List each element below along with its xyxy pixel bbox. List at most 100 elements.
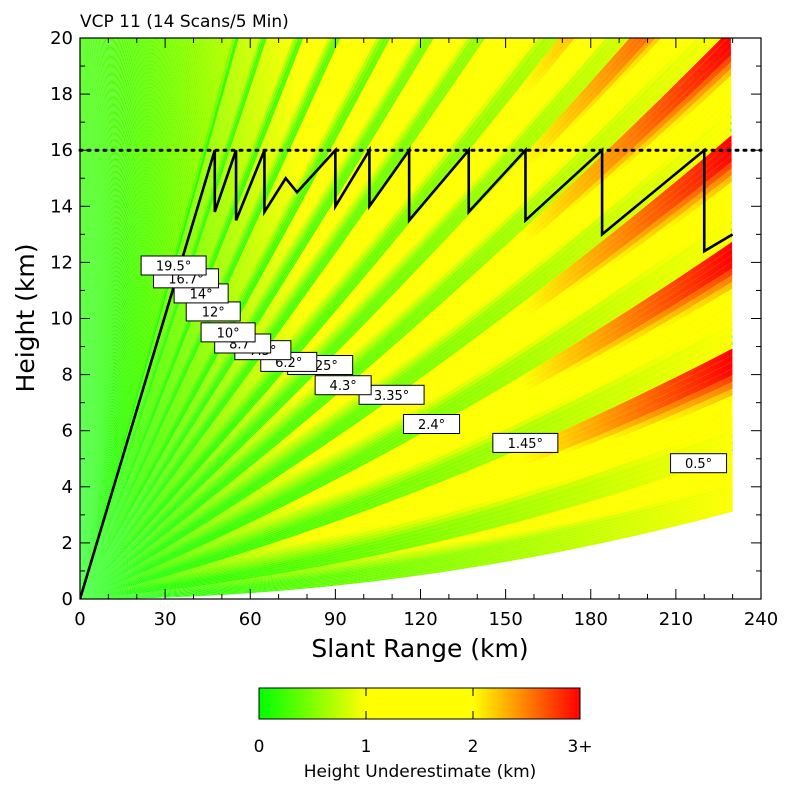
- underestimate-band: [80, 38, 104, 599]
- underestimate-band: [80, 38, 162, 599]
- underestimate-band: [80, 38, 486, 599]
- underestimate-band: [80, 38, 102, 599]
- underestimate-band: [80, 38, 135, 599]
- elevation-label-background: [140, 255, 207, 276]
- underestimate-band: [80, 38, 111, 599]
- underestimate-band: [80, 38, 136, 599]
- underestimate-band: [80, 38, 458, 599]
- underestimate-band: [80, 38, 159, 599]
- elevation-label-box: 10°: [200, 322, 256, 343]
- underestimate-band: [80, 38, 140, 599]
- elevation-labels: 0.5°1.45°2.4°3.35°4.3°5.25°6.2°7.5°8.7°1…: [140, 255, 728, 474]
- underestimate-band: [80, 38, 111, 599]
- underestimate-band: [80, 38, 411, 599]
- underestimate-band: [80, 38, 338, 599]
- underestimate-band: [80, 38, 384, 599]
- underestimate-band: [80, 38, 102, 599]
- elevation-label-box: 0.5°: [670, 453, 728, 474]
- underestimate-band: [80, 38, 403, 599]
- underestimate-band: [80, 38, 539, 599]
- underestimate-band: [80, 38, 524, 599]
- underestimate-band: [80, 38, 515, 599]
- underestimate-band: [80, 38, 139, 599]
- underestimate-band: [80, 38, 125, 599]
- underestimate-band: [80, 38, 109, 599]
- underestimate-band: [80, 38, 263, 599]
- underestimate-band: [80, 38, 108, 599]
- y-tick-label: 12: [50, 252, 73, 273]
- underestimate-band: [80, 38, 115, 599]
- underestimate-band: [80, 38, 187, 599]
- underestimate-band: [80, 38, 104, 599]
- underestimate-band: [80, 38, 181, 599]
- underestimate-band: [80, 38, 210, 599]
- underestimate-band: [80, 38, 462, 599]
- y-tick-label: 6: [62, 421, 73, 442]
- underestimate-band: [80, 38, 116, 599]
- underestimate-band: [80, 38, 143, 599]
- underestimate-band: [80, 38, 160, 599]
- x-tick-label: 210: [659, 609, 693, 630]
- underestimate-band: [80, 38, 195, 599]
- colorbar-tick-label: 0: [254, 737, 265, 757]
- y-tick-label: 4: [62, 477, 73, 498]
- elevation-label-background: [403, 414, 461, 435]
- colorbar-label: Height Underestimate (km): [304, 762, 537, 782]
- underestimate-band: [80, 38, 107, 599]
- underestimate-band: [80, 38, 575, 599]
- elevation-label: 1.45°: [508, 437, 543, 452]
- elevation-label: 12°: [202, 305, 225, 320]
- underestimate-band: [80, 38, 475, 599]
- underestimate-band: [80, 38, 344, 599]
- underestimate-band: [80, 38, 431, 599]
- underestimate-band: [80, 38, 170, 599]
- underestimate-band: [80, 38, 109, 599]
- underestimate-band: [80, 38, 571, 599]
- underestimate-band: [80, 38, 127, 599]
- underestimate-band: [80, 38, 114, 599]
- underestimate-band: [80, 38, 165, 599]
- underestimate-band: [80, 38, 199, 599]
- chart-title: VCP 11 (14 Scans/5 Min): [80, 12, 289, 32]
- underestimate-band: [80, 38, 502, 599]
- x-tick-label: 180: [574, 609, 608, 630]
- underestimate-band: [80, 38, 121, 599]
- underestimate-band: [80, 38, 490, 599]
- underestimate-band: [80, 38, 306, 599]
- underestimate-band: [80, 38, 114, 599]
- elevation-label-box: 2.4°: [403, 414, 461, 435]
- underestimate-band: [80, 38, 119, 599]
- underestimate-band: [80, 38, 128, 599]
- underestimate-band: [80, 38, 193, 599]
- y-tick-label: 20: [50, 28, 73, 49]
- underestimate-band: [80, 38, 203, 599]
- underestimate-band: [80, 38, 224, 599]
- underestimate-band: [80, 38, 148, 599]
- underestimate-band: [80, 38, 106, 599]
- underestimate-band: [80, 38, 176, 599]
- underestimate-band: [80, 38, 140, 599]
- underestimate-band: [80, 38, 506, 599]
- underestimate-band: [80, 38, 112, 599]
- underestimate-band: [80, 38, 156, 599]
- x-tick-label: 240: [744, 609, 778, 630]
- underestimate-band: [80, 38, 117, 599]
- underestimate-band: [80, 38, 136, 599]
- y-tick-label: 0: [62, 589, 73, 610]
- underestimate-band: [80, 38, 440, 599]
- underestimate-band: [80, 38, 398, 599]
- elevation-label-box: 1.45°: [492, 432, 559, 453]
- elevation-label: 2.4°: [418, 418, 445, 433]
- underestimate-band: [80, 38, 468, 599]
- underestimate-band: [80, 38, 218, 599]
- underestimate-band: [80, 38, 148, 599]
- underestimate-band: [80, 38, 145, 599]
- underestimate-band: [80, 38, 113, 599]
- underestimate-band: [80, 38, 131, 599]
- underestimate-band: [80, 38, 120, 599]
- colorbar: [258, 687, 581, 720]
- underestimate-band: [80, 38, 106, 599]
- underestimate-band: [80, 38, 172, 599]
- underestimate-band: [80, 38, 230, 599]
- underestimate-band: [80, 38, 336, 599]
